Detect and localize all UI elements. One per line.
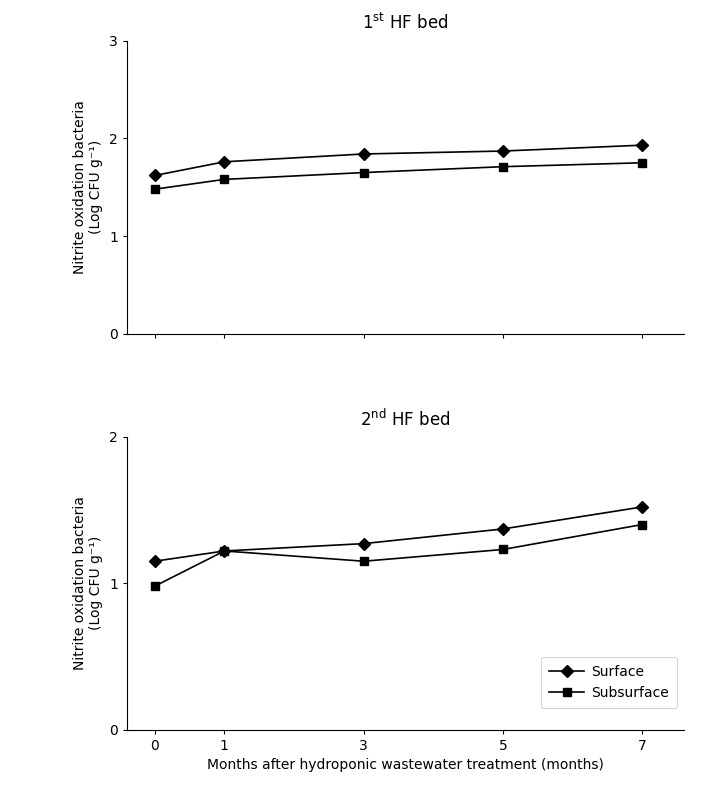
Line: Subsurface: Subsurface [151,521,646,590]
Surface [151,170,159,180]
Surface [151,556,159,566]
Subsurface [638,520,646,530]
Surface [638,140,646,150]
Legend: Surface, Subsurface: Surface, Subsurface [541,657,677,708]
Subsurface [638,158,646,168]
Subsurface [360,556,368,566]
Subsurface [151,581,159,591]
Subsurface [498,545,507,555]
Subsurface [220,174,228,184]
Surface [498,146,507,156]
Subsurface [220,546,228,556]
Line: Subsurface: Subsurface [151,159,646,193]
Surface [220,546,228,556]
Y-axis label: Nitrite oxidation bacteria
(Log CFU g⁻¹): Nitrite oxidation bacteria (Log CFU g⁻¹) [73,496,104,670]
Title: $\mathregular{1^{st}}$ HF bed: $\mathregular{1^{st}}$ HF bed [362,13,448,33]
Surface [360,539,368,548]
Y-axis label: Nitrite oxidation bacteria
(Log CFU g⁻¹): Nitrite oxidation bacteria (Log CFU g⁻¹) [73,101,104,274]
Surface [498,524,507,534]
Surface [220,157,228,167]
Title: $\mathregular{2^{nd}}$ HF bed: $\mathregular{2^{nd}}$ HF bed [360,408,450,430]
Subsurface [151,184,159,194]
Line: Surface: Surface [151,503,646,565]
Surface [360,149,368,159]
Line: Surface: Surface [151,141,646,180]
Subsurface [498,162,507,172]
Surface [638,502,646,512]
Subsurface [360,168,368,178]
X-axis label: Months after hydroponic wastewater treatment (months): Months after hydroponic wastewater treat… [207,758,603,773]
